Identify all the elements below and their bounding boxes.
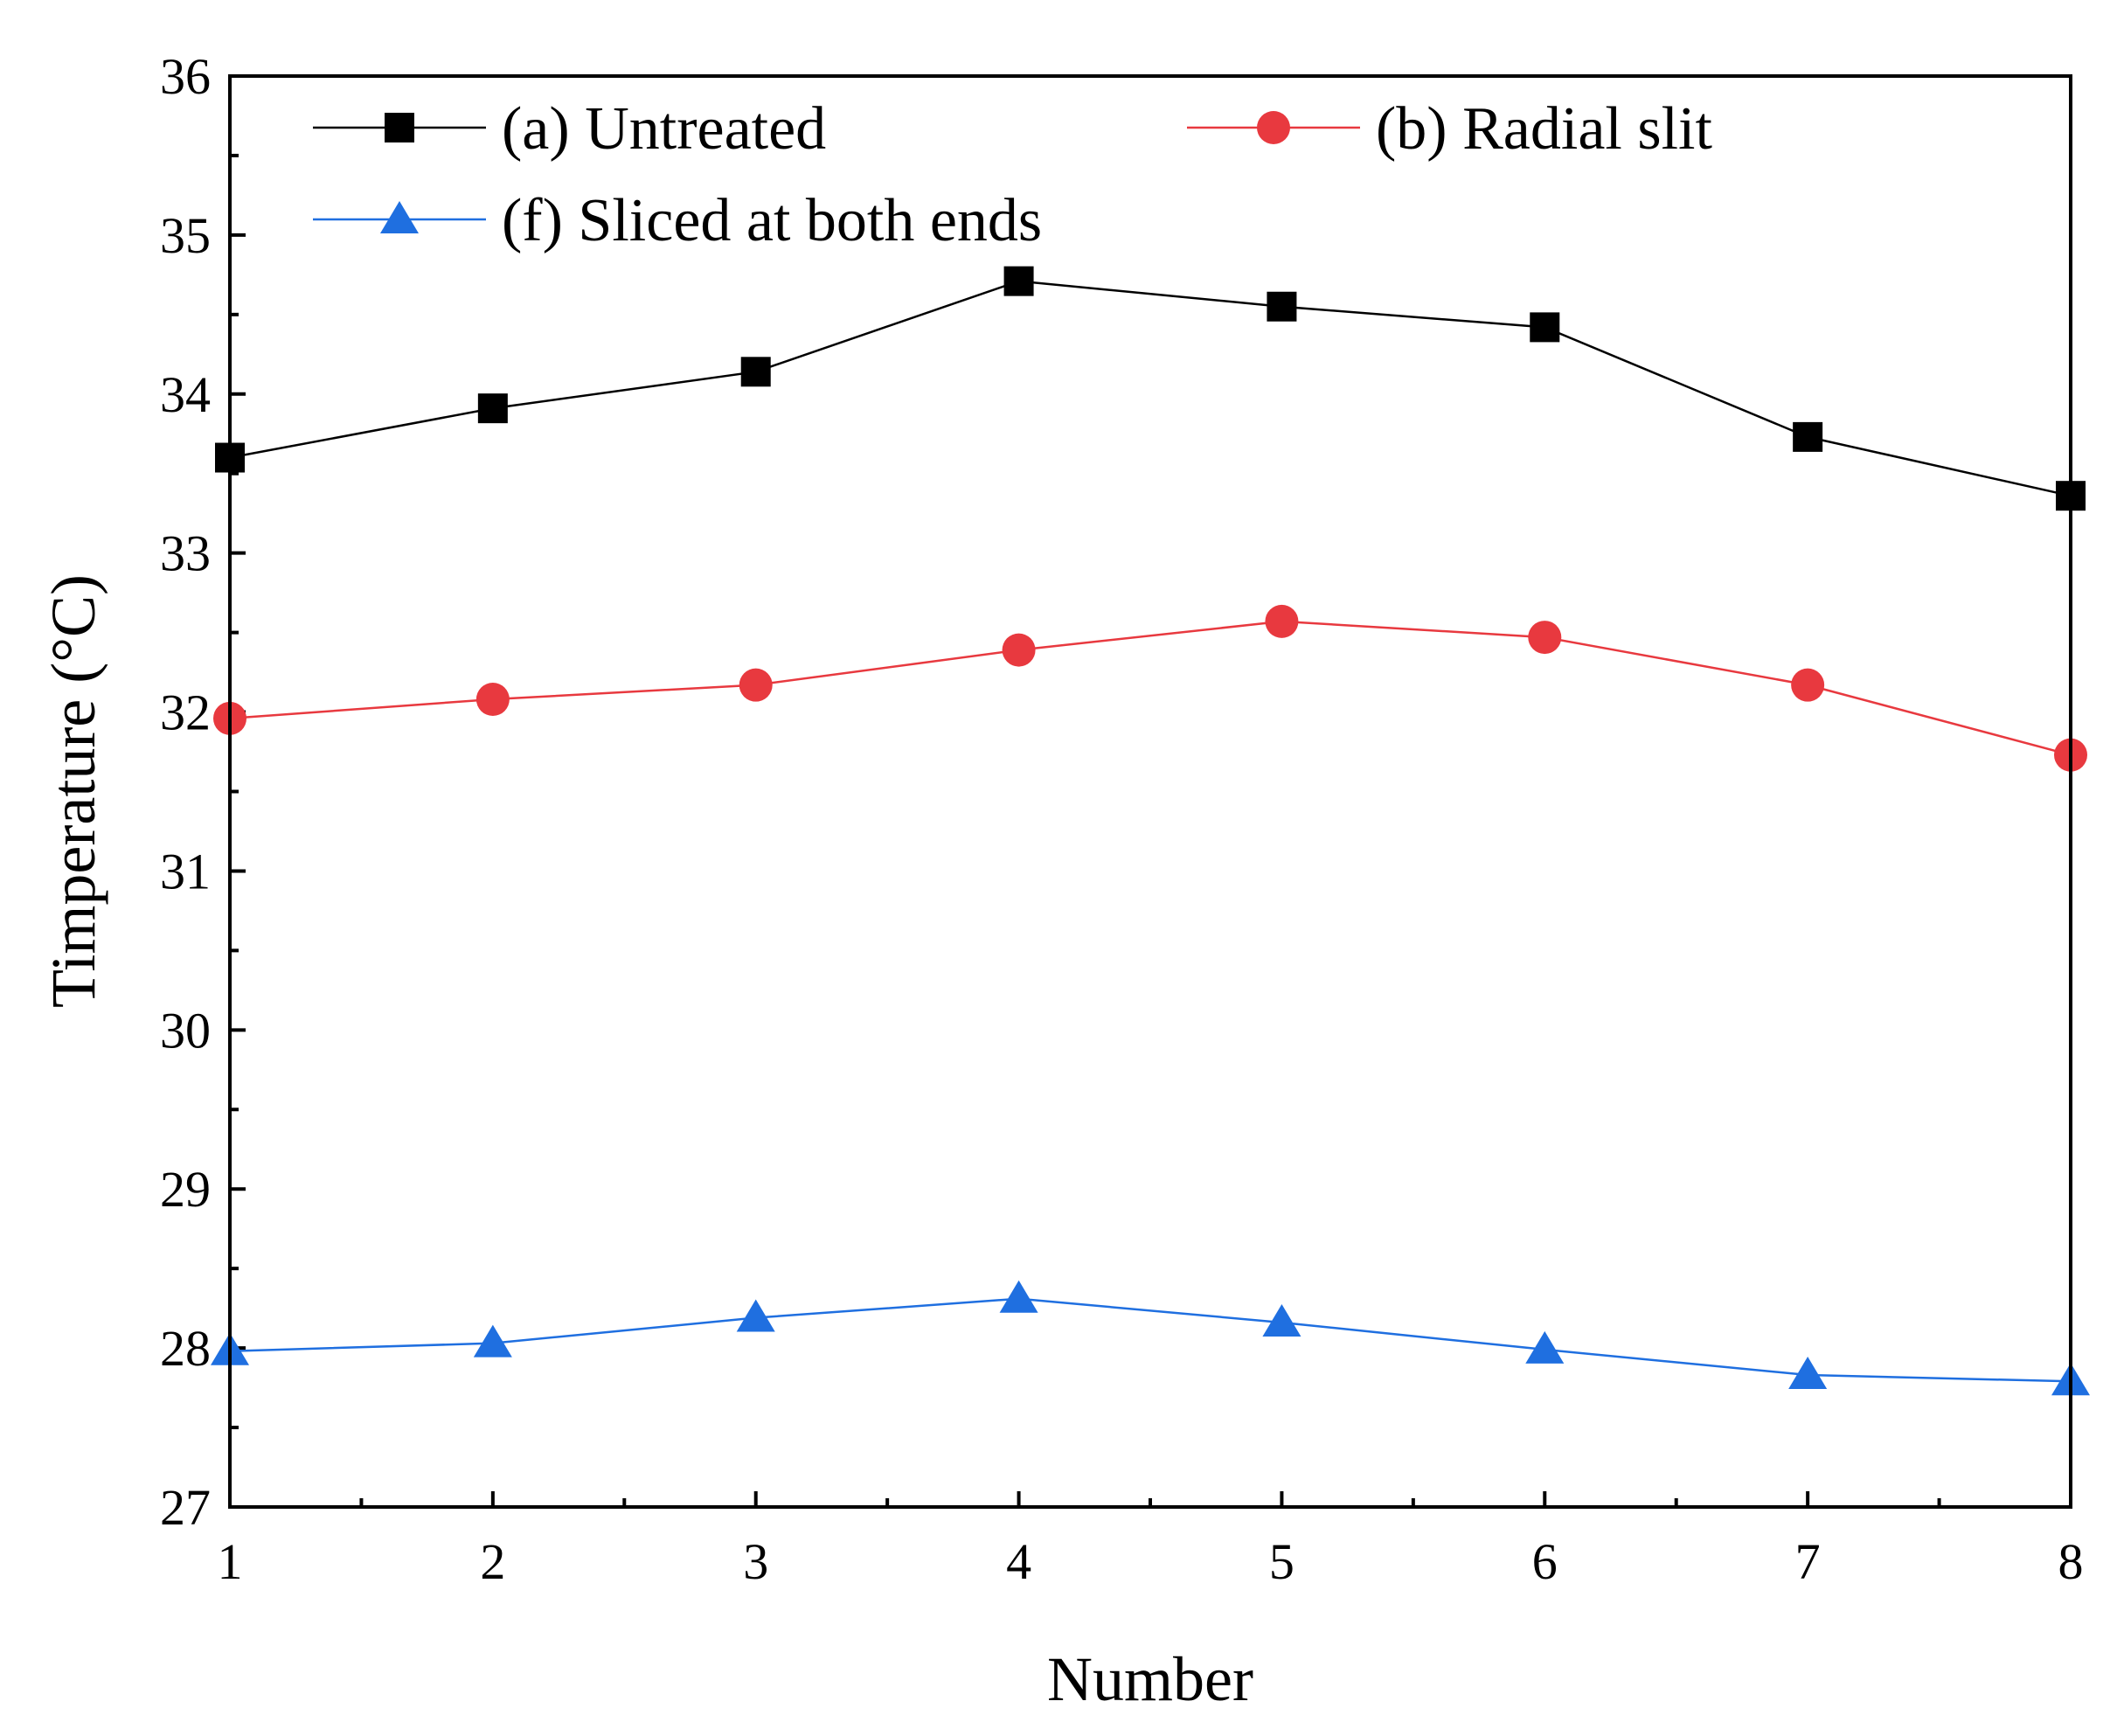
data-point-sliced-both-ends bbox=[999, 1280, 1038, 1313]
legend: (a) Untreated (b) Radial slit (f) Sliced a… bbox=[313, 95, 1712, 254]
y-tick-label: 30 bbox=[160, 1002, 211, 1059]
data-point-untreated bbox=[1793, 421, 1823, 452]
x-tick-label: 8 bbox=[2058, 1533, 2084, 1590]
data-point-radial-slit bbox=[475, 683, 510, 717]
y-tick-label: 34 bbox=[160, 366, 211, 423]
plot-frame bbox=[228, 74, 2072, 1509]
y-tick-label: 32 bbox=[160, 684, 211, 741]
data-point-untreated bbox=[477, 393, 508, 424]
y-tick-label: 31 bbox=[160, 843, 211, 899]
axis-ticks bbox=[228, 74, 2072, 1509]
data-point-untreated bbox=[740, 357, 771, 387]
data-point-untreated bbox=[1267, 291, 1297, 322]
x-tick-label: 3 bbox=[743, 1533, 768, 1590]
legend-item-sliced-both-ends: (f) Sliced at both ends bbox=[313, 187, 1042, 254]
series-sliced-both-ends bbox=[211, 1280, 2090, 1396]
legend-label-sliced-both-ends: (f) Sliced at both ends bbox=[502, 187, 1042, 254]
x-tick-label: 4 bbox=[1006, 1533, 1031, 1590]
data-point-radial-slit bbox=[1528, 621, 1562, 655]
y-tick-label: 28 bbox=[160, 1320, 211, 1377]
data-point-sliced-both-ends bbox=[1525, 1330, 1565, 1364]
y-tick-label: 36 bbox=[160, 48, 211, 105]
series-radial-slit bbox=[213, 604, 2087, 772]
x-axis-label: Number bbox=[1047, 1644, 1253, 1714]
data-point-radial-slit bbox=[1265, 604, 1299, 638]
data-point-radial-slit bbox=[739, 668, 773, 702]
y-tick-label: 27 bbox=[160, 1479, 211, 1536]
x-tick-label: 5 bbox=[1269, 1533, 1294, 1590]
legend-label-untreated: (a) Untreated bbox=[502, 95, 826, 163]
data-point-sliced-both-ends bbox=[1788, 1357, 1828, 1390]
data-point-untreated bbox=[1530, 312, 1560, 343]
data-point-sliced-both-ends bbox=[1262, 1304, 1301, 1337]
data-point-radial-slit bbox=[1791, 668, 1825, 702]
series-line-untreated bbox=[229, 280, 2072, 497]
x-tick-label: 2 bbox=[480, 1533, 505, 1590]
x-tick-label: 6 bbox=[1532, 1533, 1558, 1590]
data-point-sliced-both-ends bbox=[473, 1324, 512, 1358]
legend-label-radial-slit: (b) Radial slit bbox=[1376, 95, 1712, 163]
y-tick-label: 33 bbox=[160, 525, 211, 582]
x-tick-label: 1 bbox=[218, 1533, 243, 1590]
data-point-radial-slit bbox=[1002, 633, 1036, 667]
series-line-radial-slit bbox=[229, 620, 2072, 756]
legend-marker-sliced-both-ends bbox=[380, 201, 419, 233]
x-tick-label: 7 bbox=[1795, 1533, 1821, 1590]
y-axis-label: Timperature (°C) bbox=[38, 574, 108, 1008]
data-point-sliced-both-ends bbox=[736, 1299, 775, 1332]
data-point-untreated bbox=[1003, 266, 1034, 296]
y-tick-label: 35 bbox=[160, 207, 211, 264]
legend-marker-untreated bbox=[385, 113, 414, 142]
legend-item-untreated: (a) Untreated bbox=[313, 95, 826, 163]
y-tick-label: 29 bbox=[160, 1161, 211, 1218]
series-layer bbox=[211, 266, 2090, 1396]
series-line-sliced-both-ends bbox=[229, 1297, 2072, 1383]
legend-item-radial-slit: (b) Radial slit bbox=[1187, 95, 1712, 163]
legend-marker-radial-slit bbox=[1257, 111, 1290, 144]
series-untreated bbox=[215, 266, 2086, 511]
